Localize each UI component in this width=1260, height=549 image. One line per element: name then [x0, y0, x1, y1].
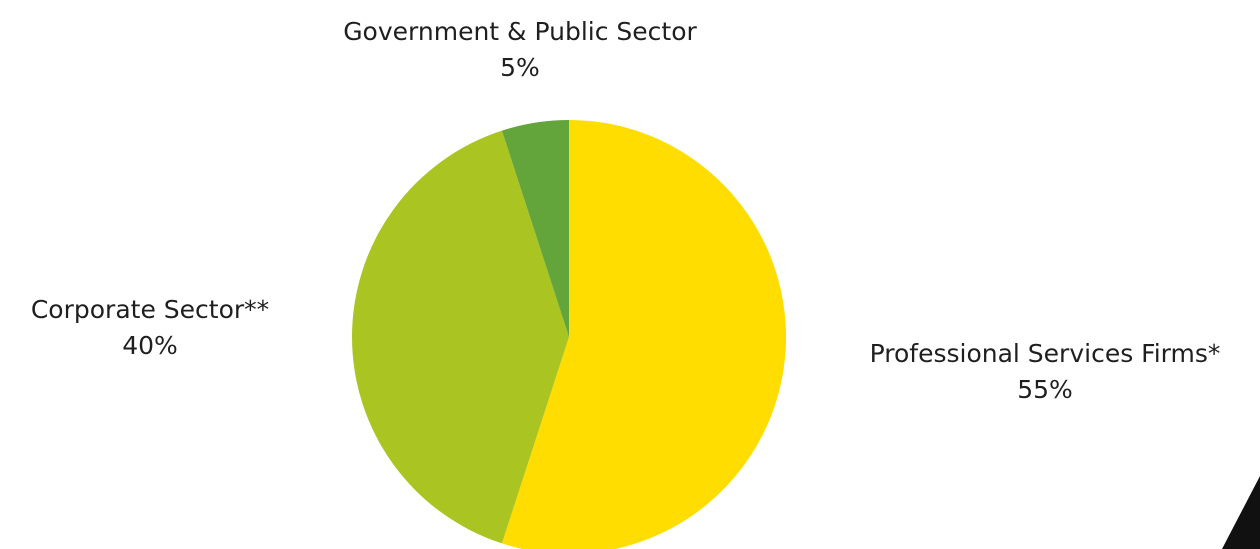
slice-label-professional: Professional Services Firms* 55%: [830, 336, 1260, 408]
slice-label-corporate-name: Corporate Sector**: [30, 295, 270, 324]
pie-slice-government: [501, 120, 569, 337]
slice-label-government-value: 5%: [500, 53, 540, 82]
slice-label-corporate-value: 40%: [122, 331, 178, 360]
slice-label-government-name: Government & Public Sector: [343, 17, 697, 46]
slice-label-professional-name: Professional Services Firms*: [869, 339, 1221, 368]
slice-label-government: Government & Public Sector 5%: [300, 14, 740, 86]
pie-slice-professional: [501, 120, 786, 549]
slice-label-corporate: Corporate Sector** 40%: [0, 292, 300, 364]
pie-slice-corporate: [352, 130, 569, 544]
pie-slices: [352, 120, 786, 549]
slice-label-professional-value: 55%: [1017, 375, 1073, 404]
